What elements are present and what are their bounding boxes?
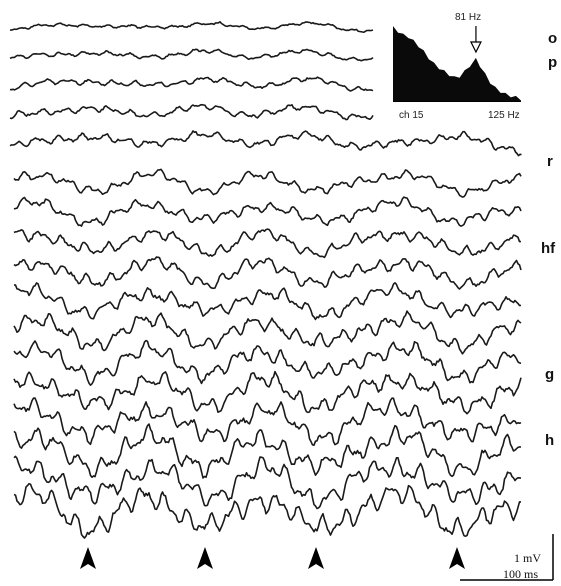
inset-peak-label: 81 Hz	[455, 12, 481, 23]
scale-bar-voltage-label: 1 mV	[514, 551, 541, 566]
lfp-trace-12	[14, 341, 521, 386]
lfp-trace-8	[14, 229, 521, 257]
lfp-trace-9	[14, 257, 521, 289]
scale-bar-time-label: 100 ms	[503, 567, 538, 582]
lfp-trace-10	[14, 283, 521, 320]
lfp-trace-2	[10, 49, 373, 60]
lfp-trace-4	[10, 105, 373, 120]
layer-label-p: p	[548, 54, 557, 71]
inset-x-start-label: ch 15	[399, 110, 423, 121]
lfp-trace-6	[14, 169, 521, 197]
inset-x-end-label: 125 Hz	[488, 110, 520, 121]
event-marker-arrowhead	[449, 547, 465, 569]
lfp-trace-16	[14, 456, 521, 508]
layer-label-hf: hf	[541, 240, 555, 257]
event-marker-arrowhead	[197, 547, 213, 569]
lfp-trace-5	[10, 131, 522, 156]
lfp-trace-3	[10, 77, 373, 91]
layer-label-o: o	[548, 30, 557, 47]
lfp-trace-7	[14, 197, 521, 226]
spectrum-peak-arrow-head	[471, 42, 481, 52]
layer-label-h: h	[545, 432, 554, 449]
lfp-trace-14	[14, 398, 521, 445]
event-marker-arrowhead	[80, 547, 96, 569]
layer-label-r: r	[547, 153, 553, 170]
spectrum-area	[393, 26, 521, 102]
event-marker-arrowhead	[308, 547, 324, 569]
lfp-trace-13	[14, 372, 521, 414]
spectrum-inset	[393, 22, 521, 102]
lfp-trace-1	[10, 22, 373, 32]
layer-label-g: g	[545, 366, 554, 383]
